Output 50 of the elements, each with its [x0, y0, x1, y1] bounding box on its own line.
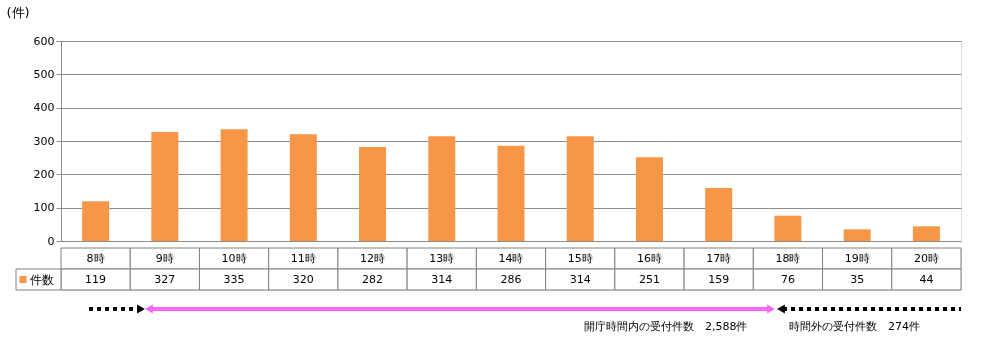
bar [289, 134, 317, 241]
bar [566, 136, 594, 241]
x-tick-label: 12時 [360, 251, 386, 265]
data-label: 44 [919, 272, 934, 286]
y-tick-label: 300 [33, 134, 55, 148]
bar [635, 157, 663, 241]
y-tick-label: 400 [33, 101, 55, 115]
y-tick-label: 500 [33, 67, 55, 81]
data-label: 35 [850, 272, 865, 286]
data-label: 282 [362, 272, 384, 286]
text: 時間外の受付件数 274件 [789, 320, 920, 333]
data-label: 76 [780, 272, 795, 286]
text: 開庁時間内の受付件数 2,588件 [584, 320, 748, 333]
x-tick-label: 17時 [706, 251, 732, 265]
bar [359, 147, 387, 241]
x-tick-label: 16時 [636, 251, 662, 265]
y-axis-title: (件) [6, 4, 30, 20]
data-label: 251 [638, 272, 660, 286]
y-tick-label: 600 [33, 34, 55, 48]
bar [82, 201, 110, 241]
bar [705, 188, 733, 241]
x-tick-label: 8時 [86, 251, 105, 265]
data-label: 159 [708, 272, 730, 286]
y-tick-label: 100 [33, 201, 55, 215]
data-label: 314 [569, 272, 591, 286]
data-label: 119 [85, 272, 107, 286]
x-tick-label: 14時 [498, 251, 524, 265]
data-label: 314 [431, 272, 453, 286]
bar [912, 226, 940, 241]
x-tick-label: 13時 [429, 251, 455, 265]
data-label: 286 [500, 272, 522, 286]
data-label: 335 [223, 272, 245, 286]
y-tick-label: 200 [33, 167, 55, 181]
y-tick-label: 0 [47, 234, 55, 248]
data-label: 320 [292, 272, 314, 286]
legend-label: 件数 [30, 272, 54, 287]
data-label: 327 [154, 272, 176, 286]
bar [428, 136, 456, 241]
bar [497, 145, 525, 241]
x-tick-label: 20時 [913, 251, 939, 265]
x-tick-label: 19時 [844, 251, 870, 265]
bar [774, 215, 802, 241]
x-tick-label: 10時 [221, 251, 247, 265]
x-tick-label: 11時 [290, 251, 316, 265]
x-tick-label: 9時 [155, 251, 174, 265]
bar [151, 132, 179, 241]
x-tick-label: 15時 [567, 251, 593, 265]
bar [220, 129, 248, 241]
x-tick-label: 18時 [775, 251, 801, 265]
bar [843, 229, 871, 241]
